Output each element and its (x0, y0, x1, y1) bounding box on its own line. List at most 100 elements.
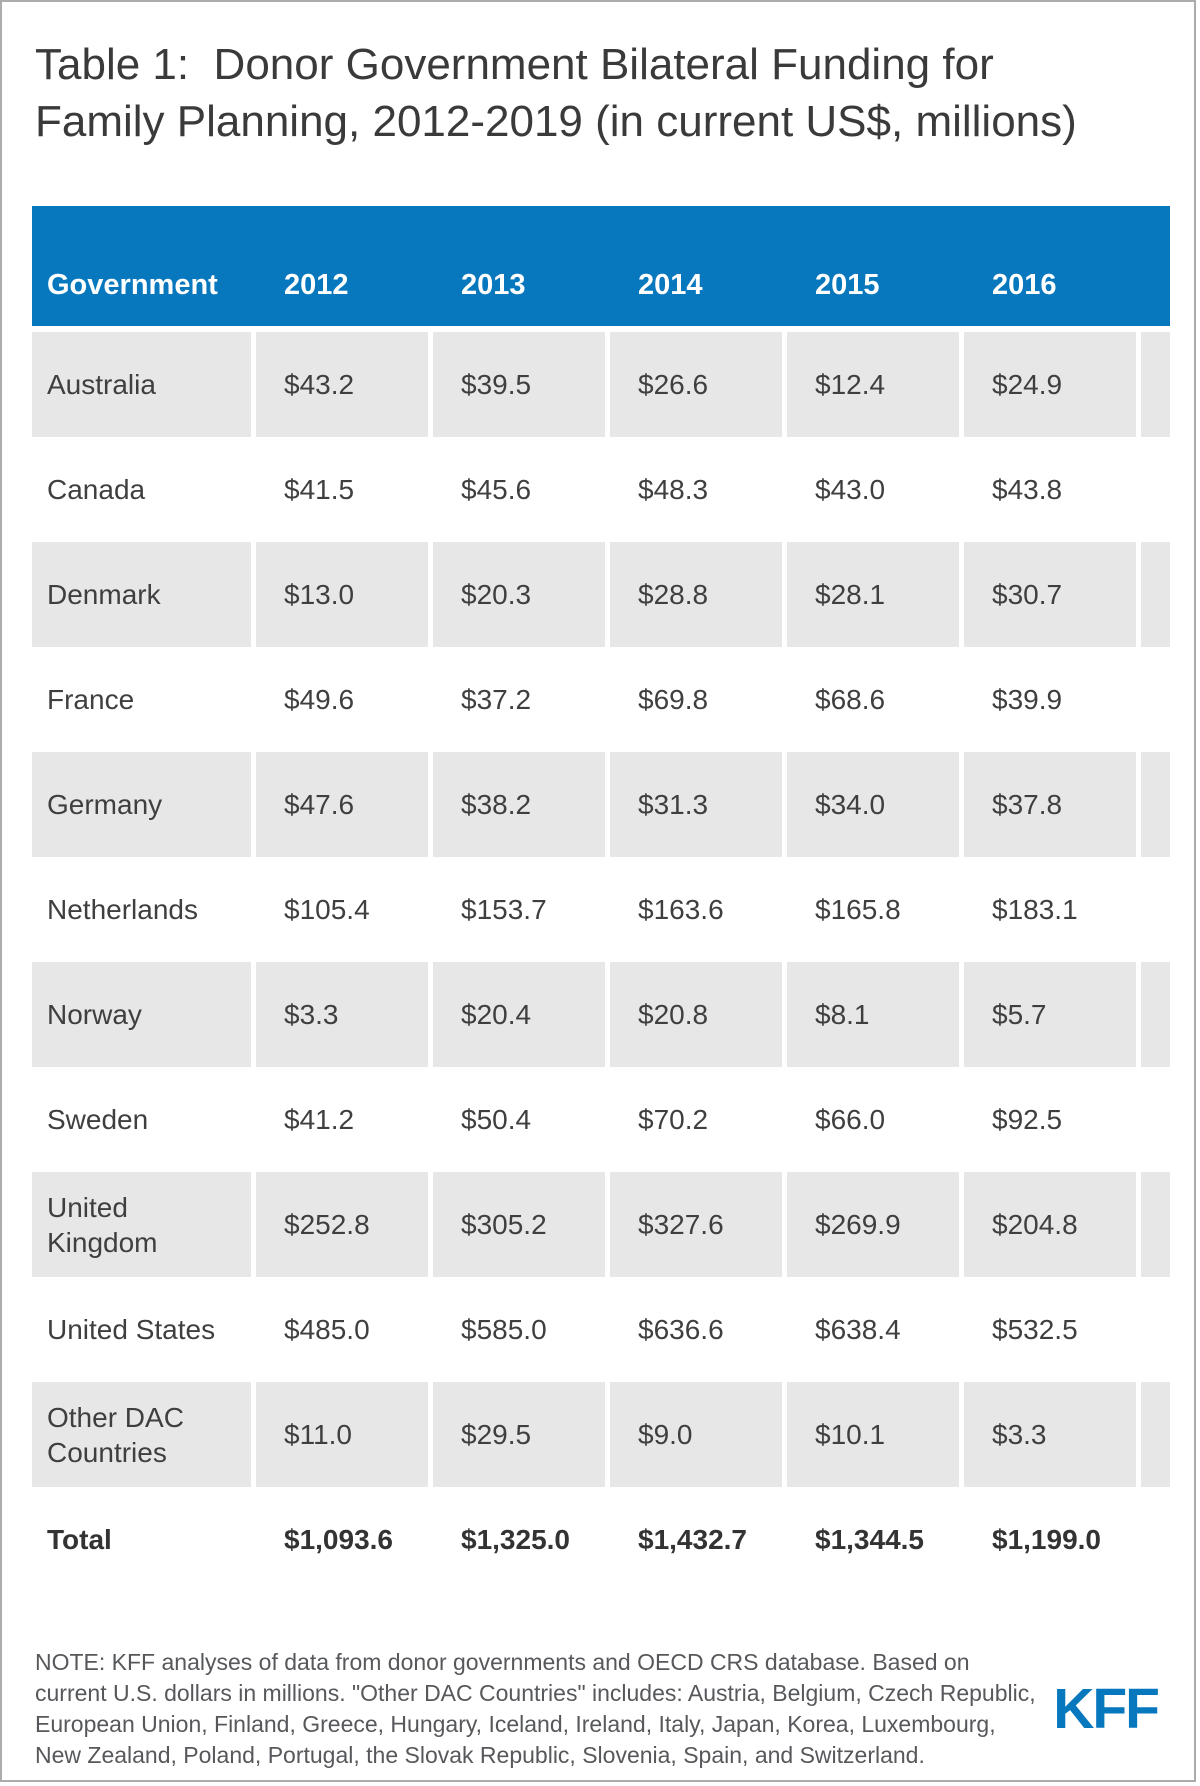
value-cell: $47.6 (256, 752, 428, 857)
value-cell: $485.0 (284, 1314, 370, 1345)
value-cell: $41.5 (284, 474, 355, 505)
value-cell: $43.2 (256, 332, 428, 437)
column-header-2014: 2014 (638, 269, 703, 301)
table-row: France $49.6 $37.2 $69.8 $68.6 $39.9 (32, 647, 1170, 752)
footer: NOTE: KFF analyses of data from donor go… (35, 1647, 1164, 1771)
value-cell: $41.2 (284, 1104, 355, 1135)
value-cell: $183.1 (992, 894, 1078, 925)
column-header-2013: 2013 (461, 269, 526, 301)
value-cell: $3.3 (964, 1382, 1136, 1487)
value-cell: $163.6 (638, 894, 724, 925)
value-cell: $12.4 (787, 332, 959, 437)
clipped-cell (1141, 437, 1170, 542)
value-cell: $28.8 (610, 542, 782, 647)
value-cell: $1,432.7 (638, 1524, 747, 1555)
value-cell: $30.7 (964, 542, 1136, 647)
clipped-cell (1141, 1487, 1170, 1592)
value-cell: $1,093.6 (284, 1524, 393, 1555)
government-cell: Sweden (47, 1104, 149, 1135)
value-cell: $327.6 (610, 1172, 782, 1277)
column-header-2012: 2012 (284, 269, 349, 301)
clipped-cell (1141, 332, 1170, 437)
source-note: NOTE: KFF analyses of data from donor go… (35, 1649, 1043, 1768)
clipped-cell (1141, 752, 1170, 857)
value-cell: $26.6 (610, 332, 782, 437)
value-cell: $252.8 (256, 1172, 428, 1277)
column-header-government: Government (47, 269, 218, 301)
table-row: United Kingdom $252.8 $305.2 $327.6 $269.9 $2… (32, 1172, 1170, 1277)
government-cell: Australia (32, 332, 251, 437)
government-cell: Other DAC Countries (32, 1382, 251, 1487)
value-cell: $34.0 (787, 752, 959, 857)
value-cell: $8.1 (787, 962, 959, 1067)
value-cell: $10.1 (787, 1382, 959, 1487)
government-cell: United Kingdom (32, 1172, 251, 1277)
government-cell: Norway (32, 962, 251, 1067)
value-cell: $20.4 (433, 962, 605, 1067)
clipped-cell (1141, 1277, 1170, 1382)
value-cell: $50.4 (461, 1104, 532, 1135)
value-cell: $13.0 (256, 542, 428, 647)
table-row: Canada $41.5 $45.6 $48.3 $43.0 $43.8 (32, 437, 1170, 542)
value-cell: $9.0 (610, 1382, 782, 1487)
value-cell: $638.4 (815, 1314, 901, 1345)
value-cell: $24.9 (964, 332, 1136, 437)
government-cell: Denmark (32, 542, 251, 647)
value-cell: $1,199.0 (992, 1524, 1101, 1555)
table-row: Netherlands $105.4 $153.7 $163.6 $165.8 $183.… (32, 857, 1170, 962)
clipped-cell (1141, 962, 1170, 1067)
value-cell: $28.1 (787, 542, 959, 647)
clipped-cell (1141, 1172, 1170, 1277)
value-cell: $269.9 (787, 1172, 959, 1277)
value-cell: $1,344.5 (815, 1524, 924, 1555)
column-header-2016: 2016 (992, 269, 1057, 301)
page-title: Table 1: Donor Government Bilateral Fund… (35, 40, 1077, 146)
table-row: Norway $3.3 $20.4 $20.8 $8.1 $5.7 (32, 962, 1170, 1067)
table-row: Other DAC Countries $11.0 $29.5 $9.0 $10.1 $3… (32, 1382, 1170, 1487)
clipped-cell (1141, 542, 1170, 647)
value-cell: $5.7 (964, 962, 1136, 1067)
clipped-cell (1141, 857, 1170, 962)
table-row: Sweden $41.2 $50.4 $70.2 $66.0 $92.5 (32, 1067, 1170, 1172)
value-cell: $1,325.0 (461, 1524, 570, 1555)
table-header-row: Government 2012 2013 2014 2015 2016 (32, 206, 1170, 326)
value-cell: $20.3 (433, 542, 605, 647)
table-row: Total $1,093.6 $1,325.0 $1,432.7 $1,344.5 $1,… (32, 1487, 1170, 1592)
value-cell: $48.3 (638, 474, 709, 505)
value-cell: $29.5 (433, 1382, 605, 1487)
table-row: Germany $47.6 $38.2 $31.3 $34.0 $37.8 (32, 752, 1170, 857)
table-body: Australia $43.2 $39.5 $26.6 $12.4 $24.9 Canada… (32, 332, 1170, 1592)
government-cell: France (47, 684, 135, 715)
clipped-cell (1141, 647, 1170, 752)
table-row: Denmark $13.0 $20.3 $28.8 $28.1 $30.7 (32, 542, 1170, 647)
government-cell: Netherlands (47, 894, 198, 925)
clipped-cell (1141, 1067, 1170, 1172)
value-cell: $92.5 (992, 1104, 1063, 1135)
funding-table: Government 2012 2013 2014 2015 2016 Aust… (32, 206, 1170, 1592)
value-cell: $66.0 (815, 1104, 886, 1135)
value-cell: $39.9 (992, 684, 1063, 715)
column-header-2015: 2015 (815, 269, 880, 301)
government-cell: Canada (47, 474, 146, 505)
government-cell: Germany (32, 752, 251, 857)
value-cell: $105.4 (284, 894, 370, 925)
clipped-cell (1141, 1382, 1170, 1487)
value-cell: $39.5 (433, 332, 605, 437)
value-cell: $38.2 (433, 752, 605, 857)
government-cell: Total (47, 1524, 112, 1555)
value-cell: $3.3 (256, 962, 428, 1067)
value-cell: $204.8 (964, 1172, 1136, 1277)
value-cell: $68.6 (815, 684, 886, 715)
value-cell: $153.7 (461, 894, 547, 925)
value-cell: $165.8 (815, 894, 901, 925)
value-cell: $532.5 (992, 1314, 1078, 1345)
value-cell: $20.8 (610, 962, 782, 1067)
government-cell: United States (47, 1314, 216, 1345)
table-row: United States $485.0 $585.0 $636.6 $638.4 $53… (32, 1277, 1170, 1382)
value-cell: $11.0 (256, 1382, 428, 1487)
value-cell: $70.2 (638, 1104, 709, 1135)
table-row: Australia $43.2 $39.5 $26.6 $12.4 $24.9 (32, 332, 1170, 437)
value-cell: $37.2 (461, 684, 532, 715)
value-cell: $69.8 (638, 684, 709, 715)
